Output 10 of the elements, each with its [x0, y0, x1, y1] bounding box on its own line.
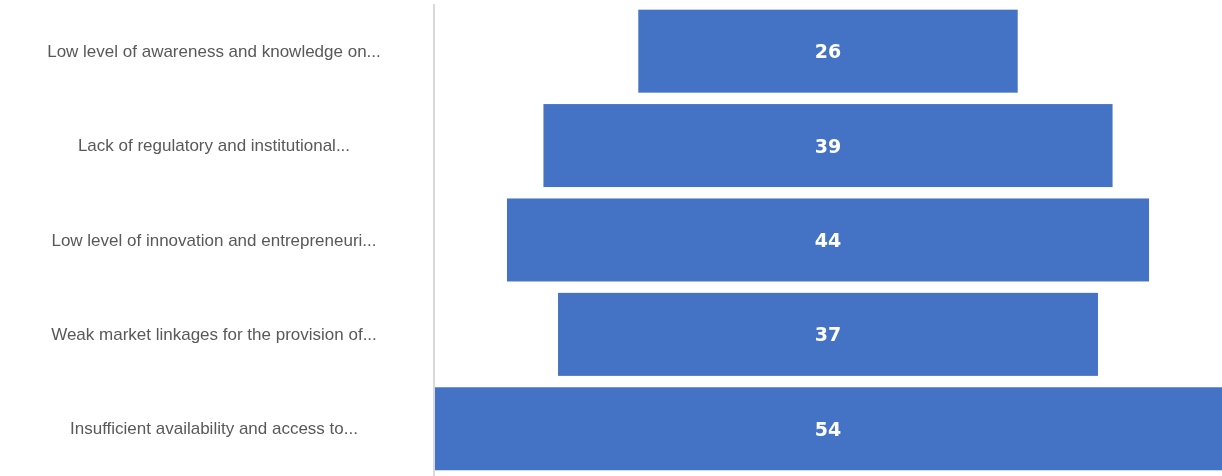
category-label: Insufficient availability and access to... [70, 419, 358, 439]
data-label: 44 [814, 228, 842, 251]
category-label: Low level of awareness and knowledge on... [47, 41, 381, 61]
data-label: 39 [814, 134, 842, 157]
data-label: 26 [814, 40, 842, 63]
data-label: 54 [814, 417, 842, 440]
category-label: Lack of regulatory and institutional... [77, 136, 351, 156]
category-label: Low level of innovation and entrepreneuri... [51, 230, 377, 250]
category-label: Weak market linkages for the provision of... [51, 324, 377, 344]
data-label: 37 [814, 323, 842, 346]
